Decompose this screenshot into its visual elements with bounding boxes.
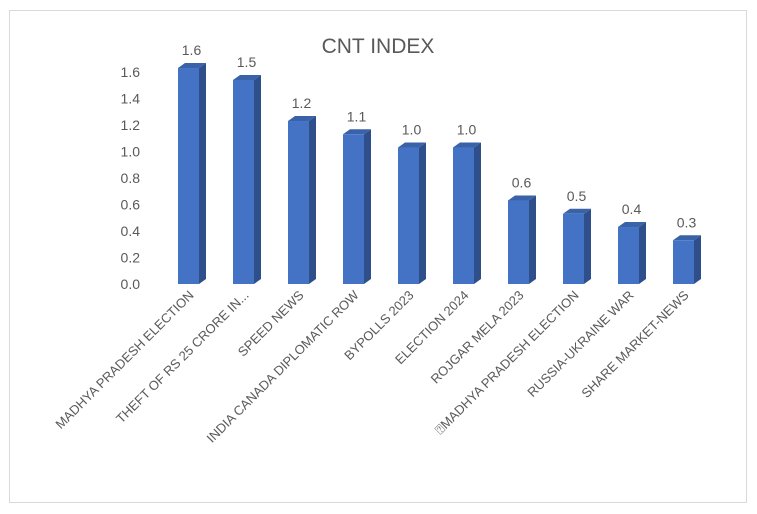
bar-top (398, 142, 426, 148)
bar-front (453, 147, 474, 284)
bars: 1.6 1.5 1.2 1.1 1.0 1.0 0.6 0.5 0.4 0.3 (178, 42, 701, 285)
bar-7: 0.6 (508, 175, 536, 284)
bar-front (343, 134, 364, 284)
bar-front (563, 213, 584, 284)
data-label: 1.5 (237, 54, 257, 70)
y-tick-label: 0.4 (121, 223, 141, 239)
bar-top (618, 222, 646, 228)
y-tick-label: 0.0 (121, 276, 141, 292)
data-label: 0.3 (677, 214, 697, 230)
bar-3: 1.2 (288, 95, 316, 285)
data-label: 1.2 (292, 95, 312, 111)
data-label: 1.0 (457, 122, 477, 138)
bar-side (364, 129, 371, 284)
x-tick-label: ROJGAR MELA 2023 (428, 288, 527, 387)
data-label: 0.6 (512, 175, 532, 191)
bar-side (254, 74, 261, 284)
chart-title: CNT INDEX (322, 35, 435, 58)
bar-side (309, 116, 316, 285)
bar-side (474, 142, 481, 284)
bar-2: 1.5 (233, 54, 261, 284)
bar-9: 0.4 (618, 201, 646, 284)
bar-top (453, 142, 481, 148)
y-tick-label: 1.4 (121, 91, 141, 107)
bar-side (199, 63, 206, 285)
bar-front (178, 68, 199, 285)
y-tick-label: 1.2 (121, 117, 141, 133)
bar-front (233, 79, 254, 284)
bar-side (639, 222, 646, 284)
bar-top (508, 195, 536, 201)
y-tick-label: 0.8 (121, 170, 141, 186)
y-tick-label: 1.0 (121, 144, 141, 160)
bar-side (694, 235, 701, 284)
bar-side (419, 142, 426, 284)
bar-side (584, 208, 591, 284)
y-tick-label: 1.6 (121, 64, 141, 80)
bar-4: 1.1 (343, 108, 371, 284)
y-tick-label: 0.6 (121, 197, 141, 213)
bar-8: 0.5 (563, 188, 591, 284)
bar-10: 0.3 (673, 214, 701, 284)
bar-front (288, 121, 309, 285)
bar-top (288, 116, 316, 122)
bar-top (563, 208, 591, 214)
bar-front (508, 200, 529, 284)
data-label: 0.5 (567, 188, 587, 204)
y-tick-label: 0.2 (121, 250, 141, 266)
data-label: 1.6 (182, 42, 202, 58)
bar-5: 1.0 (398, 122, 426, 284)
x-tick-label: RUSSIA-UKRAINE WAR (524, 288, 636, 400)
bar-top (178, 63, 206, 69)
bar-front (673, 240, 694, 284)
data-label: 1.1 (347, 108, 367, 124)
bar-top (343, 129, 371, 135)
x-tick-label: SHARE MARKET-NEWS (578, 287, 691, 400)
data-label: 0.4 (622, 201, 642, 217)
bar-1: 1.6 (178, 42, 206, 285)
bar-front (618, 227, 639, 284)
bar-6: 1.0 (453, 122, 481, 284)
data-label: 1.0 (402, 122, 422, 138)
bar-top (673, 235, 701, 241)
bar-front (398, 147, 419, 284)
y-axis: 0.0 0.2 0.4 0.6 0.8 1.0 1.2 1.4 1.6 (121, 64, 141, 292)
bar-side (529, 195, 536, 284)
bar-top (233, 74, 261, 80)
